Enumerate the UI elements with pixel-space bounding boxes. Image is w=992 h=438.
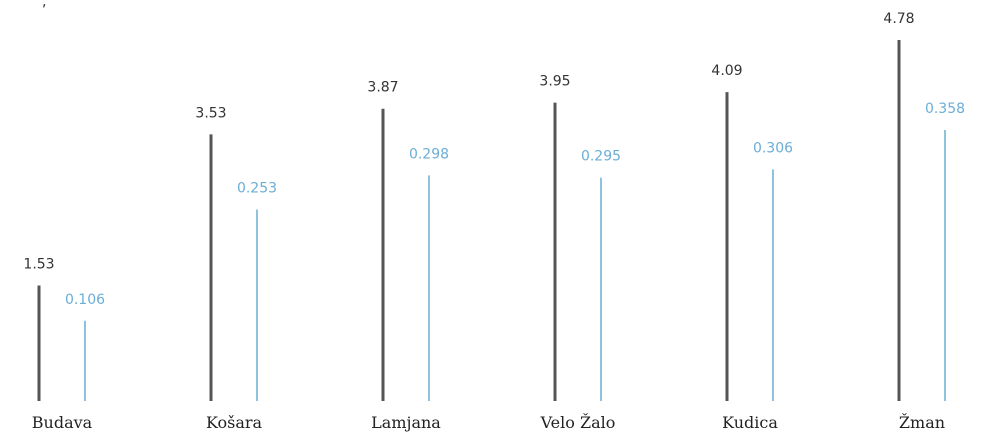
value-label-light-5: 0.358 [925, 101, 965, 117]
value-label-light-3: 0.295 [581, 149, 621, 165]
value-label-dark-5: 4.78 [883, 11, 914, 27]
value-label-dark-2: 3.87 [367, 80, 398, 96]
category-labels: Budava Košara Lamjana Velo Žalo Kudica Žman [32, 412, 945, 432]
series-dark: 1.53 3.53 3.87 3.95 4.09 4.78 [23, 11, 915, 401]
value-label-dark-3: 3.95 [539, 74, 570, 90]
value-label-light-0: 0.106 [65, 292, 105, 308]
value-label-light-4: 0.306 [753, 140, 793, 156]
value-label-dark-1: 3.53 [195, 105, 226, 121]
category-label-4: Kudica [722, 413, 778, 432]
value-label-light-1: 0.253 [237, 180, 277, 196]
value-label-dark-4: 4.09 [711, 63, 742, 79]
value-label-dark-0: 1.53 [23, 256, 54, 272]
category-label-0: Budava [32, 413, 93, 432]
category-label-1: Košara [206, 413, 263, 432]
top-mark: , [42, 0, 46, 10]
category-label-3: Velo Žalo [540, 412, 616, 432]
category-label-2: Lamjana [371, 413, 441, 432]
value-label-light-2: 0.298 [409, 146, 449, 162]
category-label-5: Žman [899, 412, 945, 432]
series-light: 0.106 0.253 0.298 0.295 0.306 0.358 [65, 101, 965, 401]
